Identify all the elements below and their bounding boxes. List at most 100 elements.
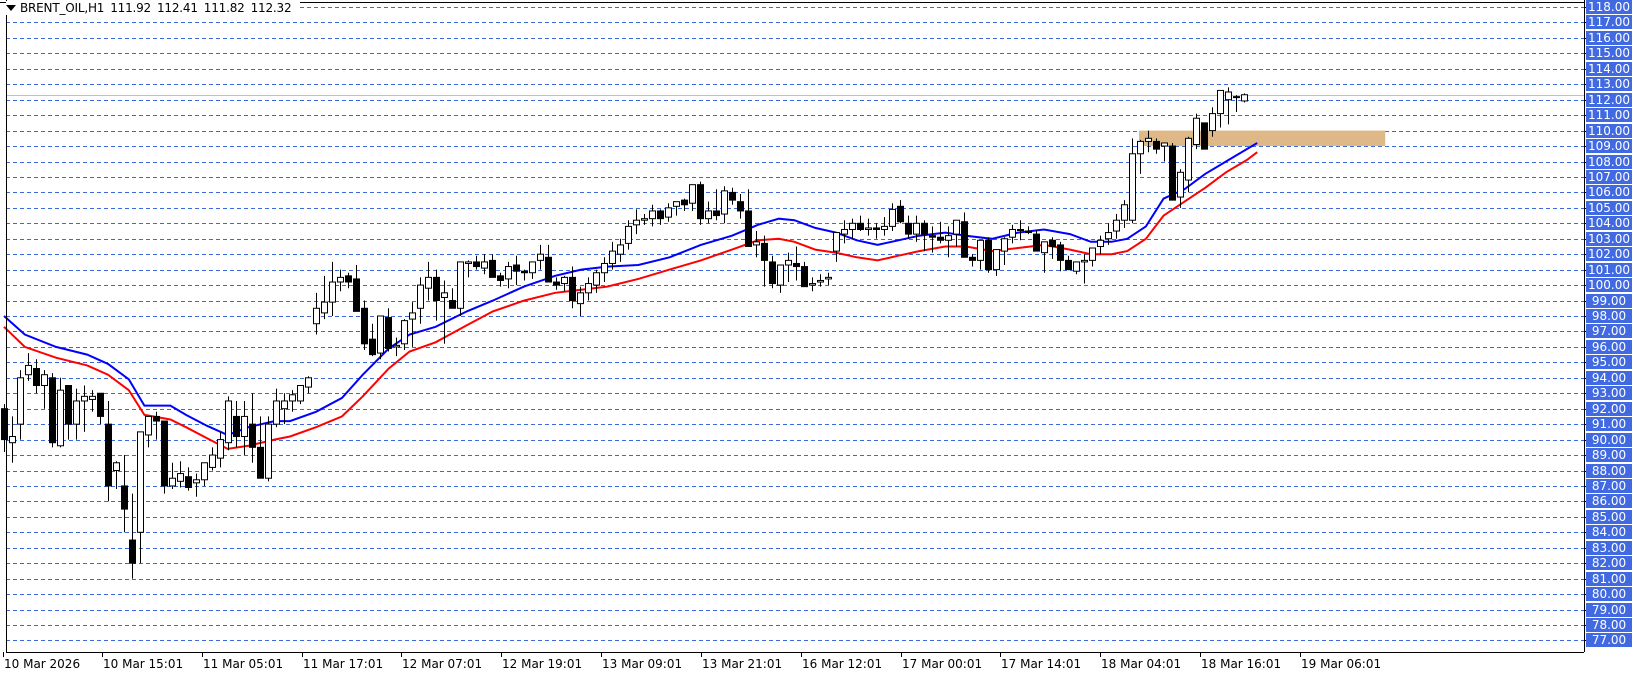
bull-candle[interactable] [1161, 142, 1168, 147]
bull-candle[interactable] [1137, 140, 1144, 155]
bull-candle[interactable] [481, 261, 488, 269]
bull-candle[interactable] [753, 241, 760, 246]
bear-candle[interactable] [937, 236, 944, 241]
bull-candle[interactable] [849, 222, 856, 230]
bull-candle[interactable] [689, 184, 696, 204]
bear-candle[interactable] [121, 485, 128, 510]
bull-candle[interactable] [665, 207, 672, 218]
bull-candle[interactable] [73, 400, 80, 425]
bear-candle[interactable] [1, 408, 8, 441]
collapse-triangle-icon[interactable] [6, 4, 16, 11]
bear-candle[interactable] [873, 227, 880, 230]
bull-candle[interactable] [193, 479, 200, 484]
bear-candle[interactable] [737, 201, 744, 212]
bear-candle[interactable] [793, 262, 800, 268]
bull-candle[interactable] [889, 208, 896, 227]
bull-candle[interactable] [425, 276, 432, 289]
bull-candle[interactable] [817, 279, 824, 283]
bull-candle[interactable] [321, 301, 328, 314]
bear-candle[interactable] [569, 276, 576, 302]
bull-candle[interactable] [633, 219, 640, 226]
bull-candle[interactable] [1105, 232, 1112, 240]
bear-candle[interactable] [353, 278, 360, 312]
bear-candle[interactable] [33, 368, 40, 387]
bull-candle[interactable] [89, 395, 96, 400]
bull-candle[interactable] [217, 439, 224, 459]
bull-candle[interactable] [177, 473, 184, 482]
bear-candle[interactable] [897, 205, 904, 223]
bull-candle[interactable] [313, 307, 320, 325]
bull-candle[interactable] [25, 364, 32, 376]
bear-candle[interactable] [905, 222, 912, 235]
bear-candle[interactable] [921, 222, 928, 235]
bear-candle[interactable] [745, 210, 752, 247]
bull-candle[interactable] [673, 201, 680, 207]
bull-candle[interactable] [41, 374, 48, 387]
bear-candle[interactable] [49, 377, 56, 444]
bear-candle[interactable] [513, 264, 520, 272]
bear-candle[interactable] [361, 307, 368, 345]
bull-candle[interactable] [977, 239, 984, 261]
bull-candle[interactable] [329, 281, 336, 303]
bull-candle[interactable] [1041, 241, 1048, 254]
bull-candle[interactable] [1097, 239, 1104, 247]
bull-candle[interactable] [1113, 219, 1120, 232]
bull-candle[interactable] [465, 261, 472, 264]
bull-candle[interactable] [593, 272, 600, 286]
bull-candle[interactable] [721, 190, 728, 215]
bear-candle[interactable] [153, 415, 160, 422]
bull-candle[interactable] [305, 377, 312, 388]
bear-candle[interactable] [105, 423, 112, 487]
bear-candle[interactable] [1033, 233, 1040, 252]
bull-candle[interactable] [1121, 204, 1128, 221]
bear-candle[interactable] [729, 191, 736, 201]
bear-candle[interactable] [769, 261, 776, 285]
bull-candle[interactable] [201, 462, 208, 481]
bear-candle[interactable] [801, 266, 808, 288]
bull-candle[interactable] [241, 415, 248, 438]
bear-candle[interactable] [97, 392, 104, 417]
bull-candle[interactable] [225, 400, 232, 444]
bull-candle[interactable] [577, 292, 584, 305]
bull-candle[interactable] [601, 262, 608, 274]
bear-candle[interactable] [185, 476, 192, 488]
bull-candle[interactable] [993, 249, 1000, 271]
bear-candle[interactable] [545, 256, 552, 283]
bull-candle[interactable] [169, 477, 176, 487]
bull-candle[interactable] [625, 225, 632, 244]
bull-candle[interactable] [1217, 89, 1224, 115]
bull-candle[interactable] [777, 264, 784, 286]
bear-candle[interactable] [1233, 96, 1240, 99]
bull-candle[interactable] [441, 292, 448, 298]
support-zone-rectangle[interactable] [1139, 130, 1386, 147]
bull-candle[interactable] [705, 210, 712, 220]
bull-candle[interactable] [281, 400, 288, 410]
bull-candle[interactable] [1089, 247, 1096, 261]
bear-candle[interactable] [1201, 122, 1208, 150]
bull-candle[interactable] [337, 276, 344, 283]
bull-candle[interactable] [1225, 91, 1232, 101]
bull-candle[interactable] [1185, 137, 1192, 181]
bull-candle[interactable] [561, 276, 568, 285]
bull-candle[interactable] [505, 266, 512, 280]
bull-candle[interactable] [1145, 137, 1152, 142]
bear-candle[interactable] [969, 256, 976, 261]
bear-candle[interactable] [161, 420, 168, 487]
bull-candle[interactable] [881, 225, 888, 230]
bull-candle[interactable] [81, 395, 88, 402]
bull-candle[interactable] [825, 276, 832, 280]
bull-candle[interactable] [585, 283, 592, 294]
bear-candle[interactable] [129, 539, 136, 564]
bull-candle[interactable] [1001, 238, 1008, 252]
bull-candle[interactable] [401, 320, 408, 345]
bull-candle[interactable] [137, 431, 144, 533]
bear-candle[interactable] [1057, 244, 1064, 261]
bear-candle[interactable] [233, 415, 240, 438]
bear-candle[interactable] [449, 300, 456, 309]
bear-candle[interactable] [713, 210, 720, 217]
bull-candle[interactable] [417, 284, 424, 309]
bull-candle[interactable] [1209, 113, 1216, 132]
bull-candle[interactable] [1193, 117, 1200, 146]
bear-candle[interactable] [553, 281, 560, 286]
